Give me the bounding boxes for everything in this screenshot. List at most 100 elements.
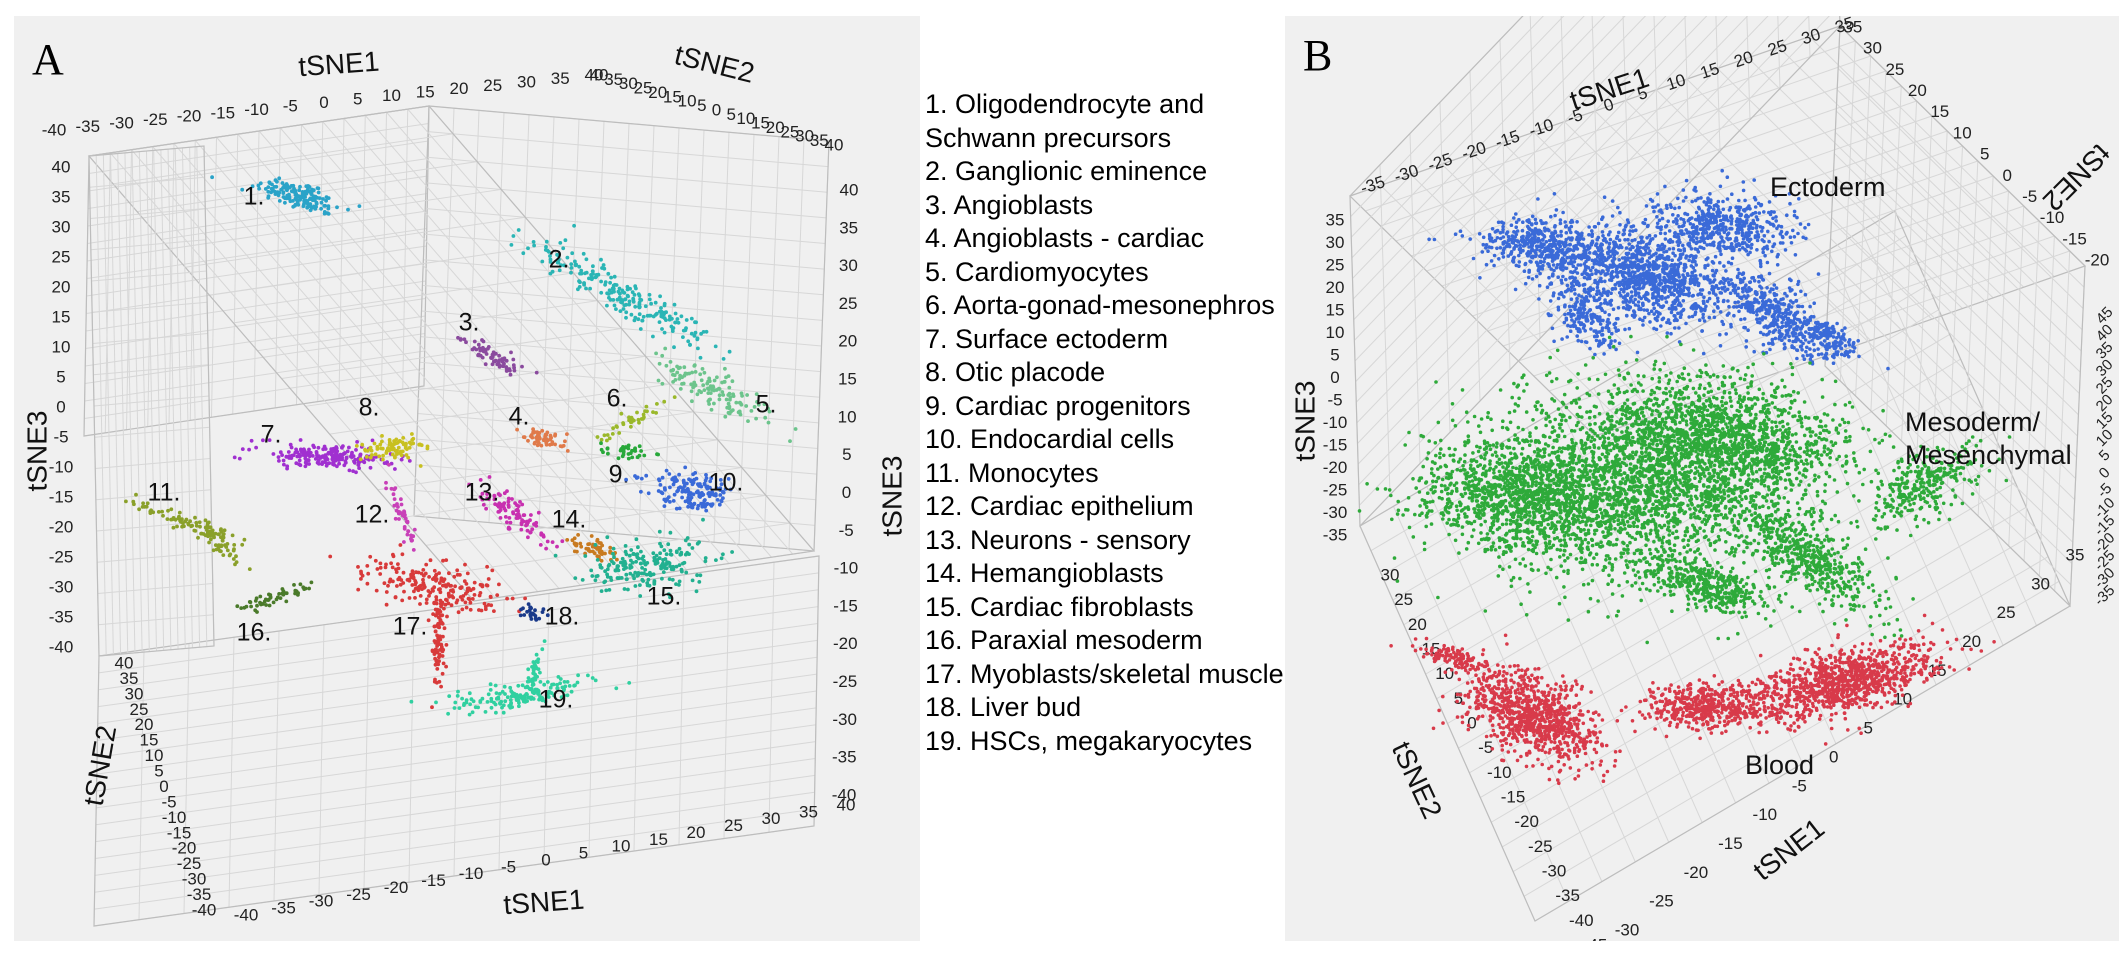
data-point: [449, 583, 453, 588]
data-point: [707, 387, 711, 392]
data-point: [1558, 240, 1563, 244]
grid-line: [1861, 230, 2038, 626]
grid-line: [788, 138, 805, 549]
data-point: [382, 581, 387, 586]
data-point: [1622, 287, 1627, 291]
data-point: [745, 393, 749, 397]
data-point: [1610, 276, 1614, 280]
data-point: [530, 527, 535, 532]
data-point: [668, 548, 673, 553]
grid-line: [768, 562, 775, 833]
data-point: [1600, 253, 1605, 257]
data-point: [699, 390, 703, 395]
grid-line: [1350, 16, 1544, 217]
data-point: [530, 683, 535, 687]
data-point: [506, 526, 511, 531]
data-point: [1673, 253, 1677, 258]
data-point: [390, 452, 395, 457]
data-point: [507, 516, 512, 520]
data-point: [478, 700, 483, 704]
data-point: [1672, 288, 1677, 293]
data-point: [1542, 226, 1547, 230]
data-point: [400, 449, 405, 454]
data-point: [480, 355, 485, 360]
data-point: [546, 695, 551, 699]
data-point: [565, 680, 570, 684]
data-point: [662, 504, 667, 508]
data-point: [387, 579, 392, 584]
data-point: [406, 529, 411, 534]
data-point: [578, 271, 582, 276]
data-point: [1667, 306, 1672, 311]
data-point: [537, 616, 542, 621]
data-point: [1660, 210, 1664, 215]
data-point: [690, 482, 695, 487]
data-point: [280, 587, 285, 591]
data-point: [389, 447, 394, 452]
x-tick-label-bottom: -25: [1649, 892, 1674, 911]
data-point: [1743, 198, 1747, 203]
data-point: [649, 301, 653, 306]
data-point: [597, 541, 602, 545]
data-point: [641, 412, 646, 417]
data-point: [688, 492, 693, 497]
data-point: [1729, 226, 1733, 231]
data-point: [664, 566, 669, 571]
data-point: [1622, 289, 1626, 294]
data-point: [723, 414, 728, 419]
data-point: [437, 679, 442, 684]
data-point: [615, 557, 619, 562]
data-point: [470, 597, 475, 601]
data-point: [330, 457, 335, 462]
data-point: [629, 420, 634, 424]
data-point: [631, 299, 636, 304]
data-point: [432, 652, 437, 656]
grid-line: [418, 387, 819, 424]
x-tick-label-top: -10: [244, 100, 269, 119]
data-point: [1660, 288, 1664, 293]
y-tick-label-top: 10: [736, 109, 755, 128]
grid-line: [416, 438, 817, 475]
data-point: [632, 318, 637, 323]
data-point: [1501, 224, 1505, 229]
data-point: [424, 562, 429, 567]
data-point: [538, 670, 542, 675]
x-tick-label-bottom: -20: [384, 878, 409, 897]
data-point: [1585, 265, 1589, 269]
data-point: [1803, 226, 1807, 230]
data-point: [354, 470, 358, 475]
data-point: [1705, 276, 1710, 281]
data-point: [1691, 223, 1696, 227]
data-point: [677, 472, 681, 477]
data-point: [1681, 188, 1686, 192]
data-point: [569, 689, 574, 694]
y-tick-label-left: -20: [172, 839, 197, 858]
data-point: [1801, 235, 1805, 240]
cluster-label: 19.: [539, 686, 574, 714]
data-point: [1490, 227, 1495, 231]
data-point: [676, 366, 681, 371]
data-point: [626, 587, 630, 592]
data-point: [1749, 230, 1753, 235]
data-point: [410, 569, 415, 574]
data-point: [1658, 282, 1662, 287]
data-point: [281, 186, 285, 190]
data-point: [463, 562, 467, 567]
data-point: [1550, 259, 1555, 263]
grid-line: [92, 301, 208, 313]
data-point: [305, 205, 310, 210]
data-point: [194, 523, 199, 528]
data-point: [506, 496, 511, 501]
data-point: [1761, 250, 1765, 255]
data-point: [190, 523, 195, 528]
data-point: [704, 476, 709, 480]
data-point: [573, 683, 577, 688]
y-tick-label-top: 25: [634, 79, 653, 98]
data-point: [1616, 205, 1620, 210]
data-point: [1706, 196, 1710, 200]
data-point: [1686, 273, 1690, 278]
data-point: [480, 491, 485, 496]
data-point: [698, 495, 702, 499]
data-point: [625, 293, 630, 298]
y-tick-label-left: -10: [162, 808, 187, 827]
